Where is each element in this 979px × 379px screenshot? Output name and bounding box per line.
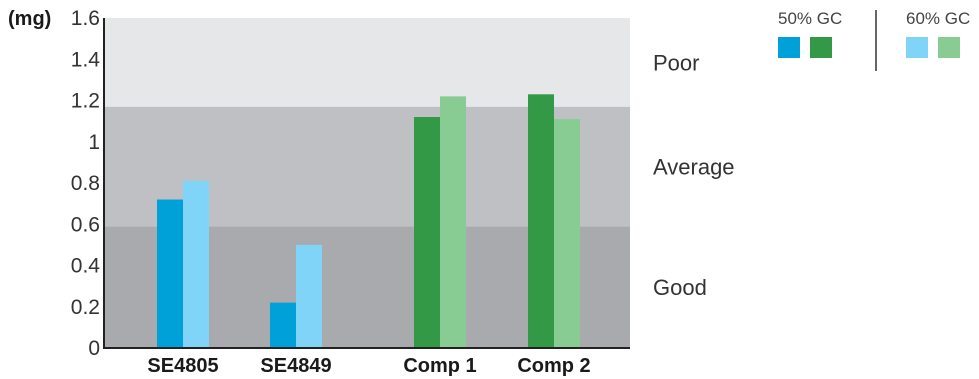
y-tick-label: 1.4 (71, 48, 101, 71)
category-label: SE4849 (260, 355, 331, 377)
y-tick-labels: 0 0.2 0.4 0.6 0.8 1 1.2 1.4 1.6 (71, 7, 101, 360)
bar-comp-2-60-gc (554, 119, 580, 348)
legend-swatch (906, 37, 928, 58)
category-label: Comp 2 (517, 355, 590, 377)
bar-se4849-60-gc (296, 244, 322, 348)
zone-label-poor: Poor (653, 50, 699, 75)
legend-swatch (938, 37, 960, 58)
y-tick-label: 0 (88, 337, 100, 360)
category-label: Comp 1 (403, 355, 476, 377)
zone-label-average: Average (653, 155, 735, 180)
category-labels: SE4805 SE4849 Comp 1 Comp 2 (147, 355, 590, 377)
y-tick-label: 0.6 (71, 213, 100, 236)
zone-labels: Good Average Poor (653, 50, 735, 300)
bar-se4849-50-gc (270, 302, 296, 348)
bar-comp-2-50-gc (528, 94, 554, 348)
y-axis-unit-label: (mg) (8, 8, 51, 30)
category-label: SE4805 (147, 355, 218, 377)
y-tick-label: 1.2 (71, 90, 100, 113)
axes: (mg) (8, 8, 630, 349)
legend-title: 60% GC (906, 9, 970, 28)
bar-se4805-60-gc (183, 180, 209, 348)
y-tick-label: 1.6 (71, 7, 100, 30)
legend-title: 50% GC (778, 9, 842, 28)
zone-label-good: Good (653, 275, 707, 300)
bar-comp-1-60-gc (440, 96, 466, 348)
bar-comp-1-50-gc (414, 117, 440, 348)
legend-swatch (778, 37, 800, 58)
zone-band-poor (104, 18, 630, 107)
y-tick-label: 0.2 (71, 296, 100, 319)
legend-swatch (810, 37, 832, 58)
y-tick-label: 0.4 (71, 255, 101, 278)
bars (157, 94, 580, 348)
legend: 50% GC 60% GC (778, 9, 970, 71)
y-tick-label: 1 (88, 131, 100, 154)
bar-se4805-50-gc (157, 199, 183, 348)
y-tick-label: 0.8 (71, 172, 100, 195)
